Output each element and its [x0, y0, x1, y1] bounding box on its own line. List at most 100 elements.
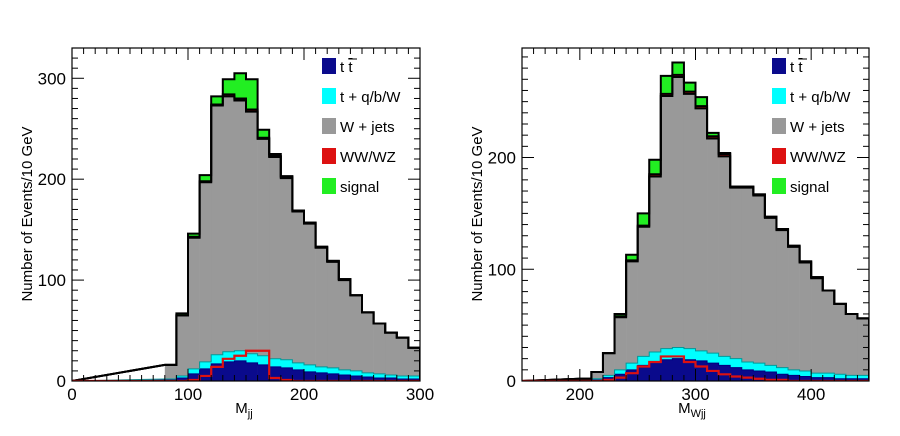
bar-wjets-bin-200: [304, 223, 316, 365]
bar-wjets-bin-250: [637, 226, 650, 357]
bar-wjets-bin-190: [292, 211, 305, 363]
bar-diboson-bin-300: [695, 106, 708, 109]
bar-wjets-bin-140: [234, 100, 247, 351]
bar-signal-bin-230: [614, 313, 627, 317]
legend-swatch: [772, 118, 786, 134]
bar-wjets-bin-430: [845, 313, 858, 376]
bar-diboson-bin-130: [222, 94, 235, 97]
bar-single_top-bin-350: [753, 363, 766, 371]
bar-ttbar-bin-260: [373, 377, 386, 381]
legend-label: W + jets: [790, 119, 845, 136]
bar-wjets-bin-280: [672, 77, 685, 348]
bar-wjets-bin-210: [315, 247, 328, 367]
bar-ttbar-bin-150: [246, 362, 258, 381]
bar-wjets-bin-120: [211, 105, 224, 355]
plot-area: [72, 72, 420, 381]
bar-wjets-bin-380: [788, 246, 800, 370]
bar-wjets-bin-100: [188, 237, 200, 369]
signal-shape-outline: [522, 355, 869, 381]
bar-single_top-bin-100: [188, 368, 200, 374]
legend-label: WW/WZ: [340, 149, 396, 166]
bar-single_top-bin-290: [408, 375, 420, 379]
bar-single_top-bin-390: [799, 370, 812, 377]
legend-entry-ttbar: t t: [322, 58, 357, 76]
legend-swatch: [322, 118, 336, 134]
legend-entry-single_top: t + q/b/W: [322, 88, 401, 106]
bar-diboson-bin-310: [707, 136, 719, 139]
bar-ttbar-bin-220: [327, 373, 340, 381]
bar-single_top-bin-220: [327, 367, 340, 374]
bar-ttbar-bin-350: [753, 370, 766, 381]
legend-entry-diboson: WW/WZ: [772, 148, 846, 166]
bar-single_top-bin-210: [315, 366, 328, 373]
bar-signal-bin-130: [222, 79, 235, 95]
bar-signal-bin-300: [695, 97, 708, 107]
bar-wjets-bin-170: [269, 156, 282, 359]
bar-single_top-bin-440: [857, 375, 869, 379]
bar-ttbar-bin-200: [304, 371, 316, 381]
bar-single_top-bin-280: [672, 347, 685, 359]
bar-wjets-bin-160: [257, 138, 270, 356]
bar-single_top-bin-310: [707, 353, 719, 364]
bar-single_top-bin-280: [396, 375, 409, 379]
legend-swatch: [322, 178, 336, 194]
bar-wjets-bin-290: [683, 93, 696, 349]
bar-wjets-bin-350: [753, 195, 766, 364]
bar-ttbar-bin-240: [626, 369, 638, 381]
bar-single_top-bin-270: [385, 374, 398, 378]
bar-single_top-bin-250: [362, 372, 374, 377]
bar-ttbar-bin-100: [188, 373, 200, 381]
bar-diboson-bin-140: [234, 98, 247, 101]
y-tick-label: 300: [38, 69, 66, 88]
legend-label: W + jets: [340, 119, 395, 136]
bar-single_top-bin-260: [373, 373, 386, 378]
bar-single_top-bin-380: [788, 369, 800, 376]
legend-swatch: [322, 58, 336, 74]
bar-ttbar-bin-280: [672, 358, 685, 381]
bar-diboson-bin-320: [718, 154, 731, 157]
bar-ttbar-bin-170: [269, 366, 282, 381]
bar-single_top-bin-120: [211, 354, 224, 364]
x-tick-label: 300: [406, 385, 434, 404]
legend-swatch: [772, 58, 786, 74]
bar-wjets-bin-80: [164, 364, 177, 379]
bar-ttbar-bin-400: [811, 377, 824, 381]
bar-ttbar-bin-340: [741, 369, 754, 381]
x-tick-label: 300: [681, 385, 709, 404]
bar-ttbar-bin-250: [637, 365, 650, 381]
bar-ttbar-bin-300: [695, 360, 708, 381]
legend: t t t + q/b/W W + jets WW/WZ signal: [322, 58, 401, 196]
bar-wjets-bin-130: [222, 96, 235, 352]
bar-wjets-bin-150: [246, 111, 258, 354]
bar-wjets-bin-390: [799, 262, 812, 371]
bar-ttbar-bin-130: [222, 361, 235, 381]
bar-single_top-bin-220: [602, 375, 615, 378]
bar-signal-bin-280: [672, 62, 685, 75]
bar-ttbar-bin-430: [845, 378, 858, 381]
bar-signal-bin-100: [188, 233, 200, 237]
x-tick-label: 0: [67, 385, 76, 404]
bar-wjets-bin-270: [385, 332, 398, 375]
bar-ttbar-bin-380: [788, 375, 800, 381]
y-tick-label: 0: [57, 372, 66, 391]
y-tick-label: 200: [38, 170, 66, 189]
legend-entry-ttbar: t t: [772, 58, 807, 76]
bar-signal-bin-140: [234, 73, 247, 99]
bar-single_top-bin-420: [834, 374, 847, 379]
bar-ttbar-bin-410: [822, 377, 835, 381]
bar-wjets-bin-260: [373, 323, 386, 374]
bar-ttbar-bin-190: [292, 369, 305, 381]
bar-wjets-bin-110: [199, 182, 212, 362]
bar-ttbar-bin-290: [683, 359, 696, 381]
bar-single_top-bin-290: [683, 348, 696, 360]
bar-wjets-bin-340: [741, 187, 754, 363]
y-tick-label: 100: [38, 271, 66, 290]
bar-signal-bin-260: [649, 159, 662, 175]
bar-wjets-bin-440: [857, 318, 869, 376]
bar-single_top-bin-130: [222, 351, 235, 362]
bar-ttbar-bin-210: [315, 372, 328, 381]
bar-single_top-bin-270: [660, 348, 673, 360]
bar-signal-bin-170: [269, 153, 282, 156]
bar-single_top-bin-190: [292, 362, 305, 370]
legend-entry-wjets: W + jets: [772, 118, 845, 136]
